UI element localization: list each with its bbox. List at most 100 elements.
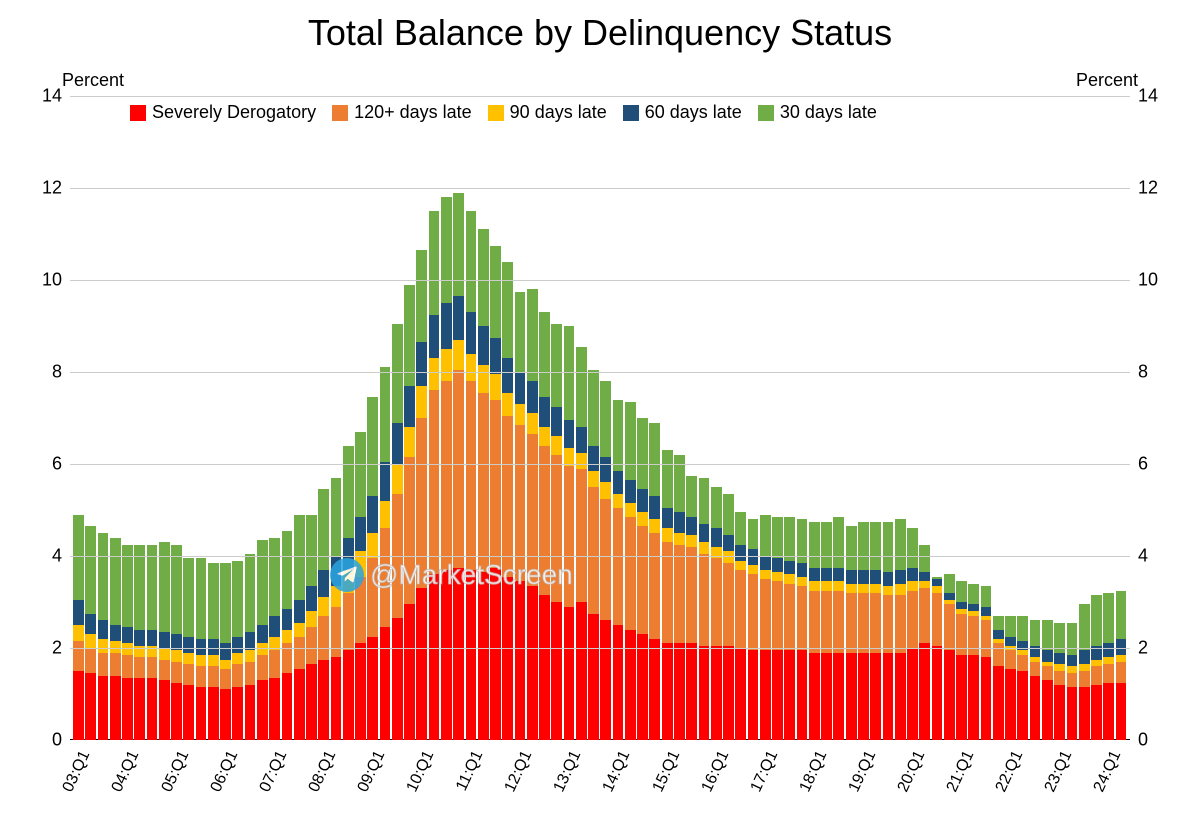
bar-segment: [723, 551, 734, 562]
x-tick-label: 24:Q1: [1091, 748, 1126, 795]
bar-segment: [907, 581, 918, 590]
telegram-icon: [330, 558, 364, 592]
bar-segment: [208, 563, 219, 639]
bar-segment: [355, 517, 366, 552]
bar-segment: [453, 568, 464, 741]
bar-segment: [110, 676, 121, 740]
bar-segment: [748, 549, 759, 565]
bar-column: [196, 96, 207, 740]
bar-column: [404, 96, 415, 740]
bar-column: [637, 96, 648, 740]
bar-segment: [907, 591, 918, 649]
bar-segment: [478, 365, 489, 393]
bar-segment: [895, 570, 906, 584]
bar-segment: [551, 324, 562, 407]
bar-segment: [968, 584, 979, 605]
bar-segment: [649, 519, 660, 533]
bar-segment: [257, 643, 268, 654]
bar-column: [502, 96, 513, 740]
bar-segment: [527, 413, 538, 434]
bar-column: [232, 96, 243, 740]
bar-segment: [159, 680, 170, 740]
y-axis-label-right: Percent: [1076, 70, 1138, 91]
bar-segment: [134, 678, 145, 740]
legend-item: 60 days late: [623, 102, 742, 123]
bar-segment: [1067, 666, 1078, 673]
bar-segment: [613, 494, 624, 508]
bar-column: [269, 96, 280, 740]
x-tick-label: 09:Q1: [355, 748, 390, 795]
bar-segment: [809, 568, 820, 582]
bar-segment: [637, 489, 648, 512]
bar-column: [833, 96, 844, 740]
bar-segment: [282, 609, 293, 630]
bar-segment: [649, 639, 660, 740]
bar-segment: [245, 650, 256, 661]
bar-segment: [760, 650, 771, 740]
bar-segment: [1030, 676, 1041, 740]
bar-column: [294, 96, 305, 740]
bar-segment: [551, 436, 562, 454]
bar-segment: [183, 653, 194, 664]
bar-segment: [196, 666, 207, 687]
bar-column: [662, 96, 673, 740]
legend-swatch: [332, 105, 348, 121]
bar-segment: [637, 512, 648, 526]
bar-segment: [833, 581, 844, 590]
bar-segment: [502, 262, 513, 359]
watermark-text: @MarketScreen: [370, 559, 573, 591]
bar-segment: [282, 630, 293, 644]
bar-column: [797, 96, 808, 740]
bar-column: [981, 96, 992, 740]
bar-segment: [220, 563, 231, 644]
bar-segment: [429, 315, 440, 359]
bar-segment: [895, 519, 906, 570]
bar-segment: [98, 620, 109, 638]
bar-segment: [625, 517, 636, 630]
bar-segment: [539, 595, 550, 740]
bar-segment: [723, 646, 734, 740]
bar-segment: [1103, 643, 1114, 657]
bar-segment: [171, 650, 182, 661]
bar-segment: [441, 197, 452, 303]
bar-segment: [932, 586, 943, 593]
bar-segment: [527, 586, 538, 740]
x-tick-label: 23:Q1: [1042, 748, 1077, 795]
bar-segment: [735, 570, 746, 648]
bar-segment: [858, 653, 869, 740]
bar-segment: [478, 572, 489, 740]
bar-column: [944, 96, 955, 740]
bar-segment: [686, 476, 697, 517]
bar-column: [600, 96, 611, 740]
bar-segment: [833, 653, 844, 740]
bar-segment: [883, 653, 894, 740]
bar-segment: [269, 650, 280, 678]
bar-segment: [404, 604, 415, 740]
y-tick-left: 14: [42, 86, 62, 107]
bar-segment: [232, 653, 243, 664]
bar-column: [895, 96, 906, 740]
bar-segment: [355, 432, 366, 517]
bar-segment: [846, 584, 857, 593]
bar-segment: [919, 588, 930, 643]
bar-segment: [245, 662, 256, 685]
bar-segment: [993, 643, 1004, 666]
bar-segment: [932, 646, 943, 740]
bar-segment: [343, 593, 354, 651]
bar-segment: [134, 630, 145, 646]
bar-segment: [306, 611, 317, 627]
bar-segment: [883, 522, 894, 573]
bar-column: [735, 96, 746, 740]
bar-segment: [1079, 604, 1090, 650]
bar-segment: [662, 528, 673, 542]
bar-segment: [686, 643, 697, 740]
bar-segment: [735, 545, 746, 561]
bar-segment: [183, 558, 194, 636]
bar-segment: [478, 229, 489, 326]
bar-segment: [245, 554, 256, 632]
bar-segment: [1067, 687, 1078, 740]
bar-column: [466, 96, 477, 740]
bar-segment: [527, 381, 538, 413]
bar-segment: [711, 528, 722, 546]
bar-segment: [294, 637, 305, 669]
